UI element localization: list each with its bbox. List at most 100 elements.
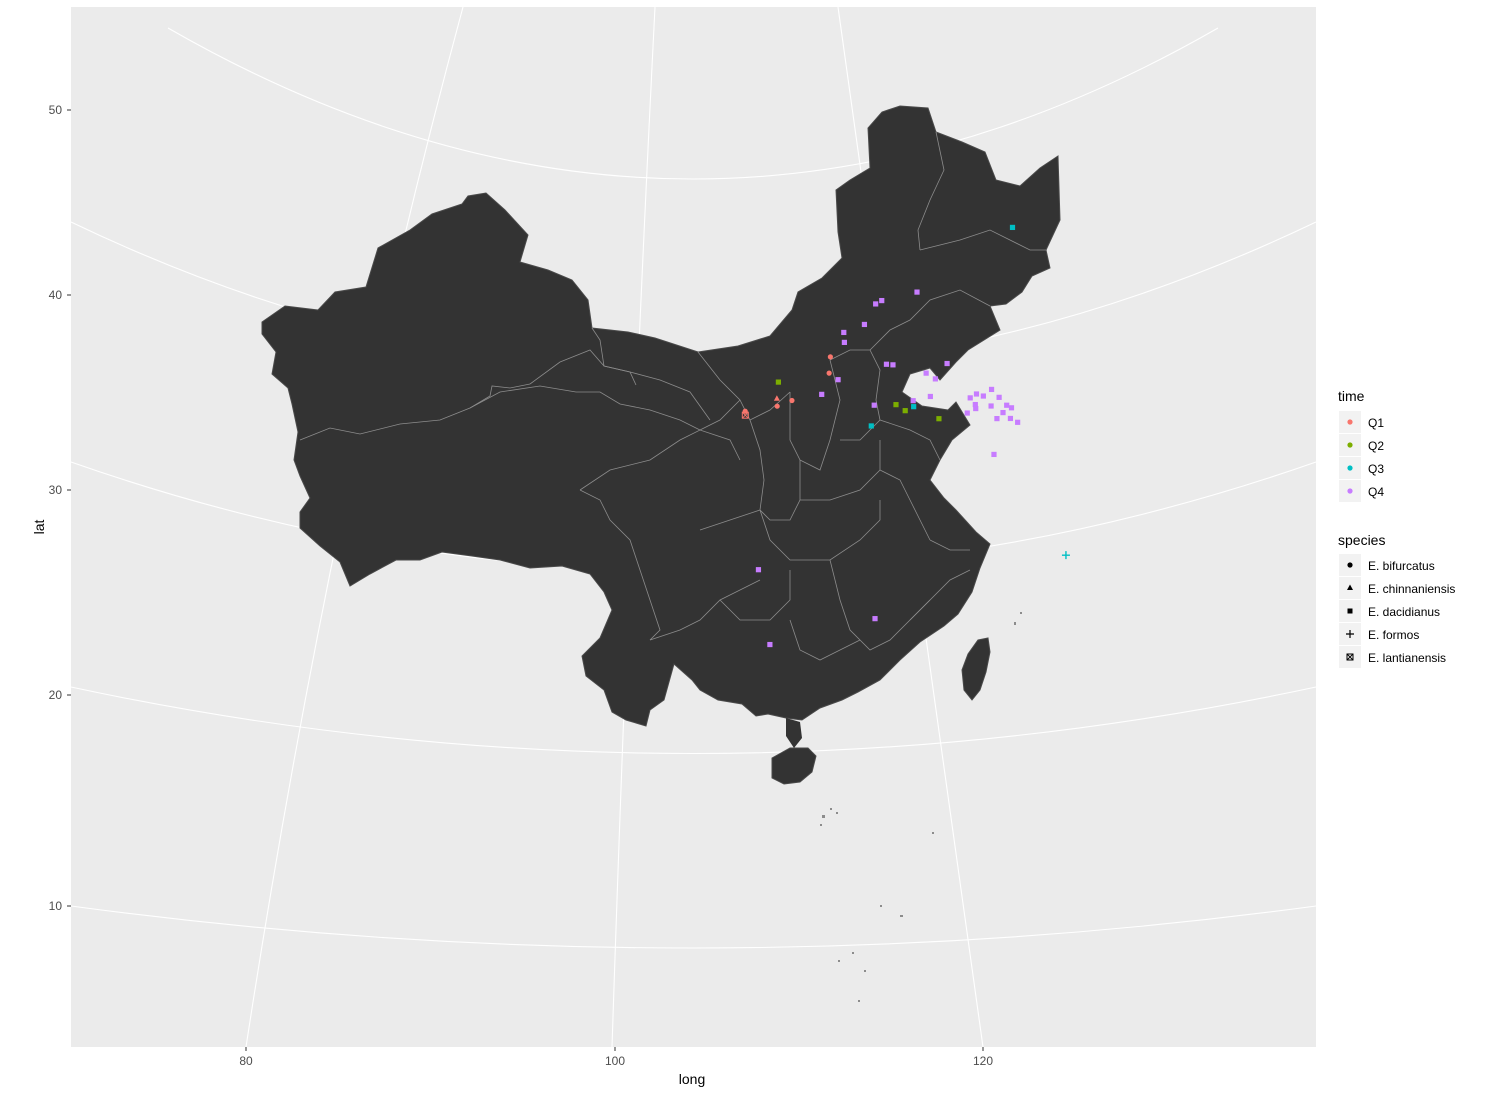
data-point-q4-square [883,361,890,367]
y-tick-label: 30 [49,483,63,497]
legend-label-lantianensis: E. lantianensis [1368,651,1446,665]
data-point-q4-square [879,297,885,304]
data-point-q2-square [936,416,942,422]
border-shanxi [799,359,841,471]
data-point-q2-square [775,379,782,385]
data-point-q3-square [1009,224,1016,231]
legend-time: time Q1 Q2 Q3 Q4 [1338,388,1384,502]
leizhou-polygon [786,718,802,748]
legend-label-q4: Q4 [1368,485,1384,499]
data-point-q4-square [890,362,896,368]
data-point-q1-triangle [773,395,780,401]
border-heilongjiang-nm [917,131,945,251]
x-tick-label: 100 [605,1054,625,1068]
data-point-q4-square [991,451,997,458]
data-point-q4-square [1008,405,1015,411]
border-tibet-sichuan [579,489,661,641]
legend-key-q3 [1339,457,1361,479]
border-qinghai-gansu [529,349,711,421]
data-point-q3-square [868,423,874,429]
x-axis-title: long [679,1071,705,1087]
border-guizhou [719,570,791,621]
data-point-q4-square [841,329,847,336]
data-point-q4-square [871,402,877,408]
legend-key-q1 [1339,411,1361,433]
y-tick-label: 20 [49,688,63,702]
border-xinjiang-tibet [299,383,531,441]
data-point-q4-square [972,401,978,408]
graticule-lat-20 [70,686,1317,755]
legend-key-lantianensis [1339,646,1361,668]
y-axis: 50 40 30 20 10 lat [31,103,71,913]
data-point-q4-square [1000,409,1006,416]
data-point-q3-plus [1061,551,1070,560]
data-point-q4-square [988,386,995,393]
legend-label-q3: Q3 [1368,462,1384,476]
data-point-q2-square [902,408,908,414]
border-guangxi-guangdong [789,619,861,661]
legend-key-q4 [1339,480,1361,502]
border-hebei [829,349,881,441]
data-point-q4-square [994,416,1000,422]
legend-species-title: species [1338,532,1385,548]
data-point-q4-square [988,403,994,409]
legend-key-formos [1339,623,1361,645]
border-zhejiang [929,539,970,551]
data-point-q4-square [819,391,825,397]
data-point-q4-square [873,301,879,307]
graticule-lat-10 [70,905,1317,949]
data-point-q3-square [911,404,917,410]
border-fujian [909,569,971,621]
border-nm-liaoning [869,289,991,351]
x-tick-label: 80 [239,1054,253,1068]
graticule-lat-50 [167,27,1219,180]
legend-label-dacidianus: E. dacidianus [1368,605,1440,619]
data-point-q4-square [932,376,938,382]
data-point-q4-square [927,393,933,400]
border-heilongjiang-jilin [919,229,1046,251]
data-point-q4-square [872,616,878,622]
border-nm-central [699,399,741,431]
y-axis-title: lat [31,520,47,535]
legend-key-q2 [1339,434,1361,456]
data-point-q4-square [841,339,847,345]
legend-label-q2: Q2 [1368,439,1384,453]
data-point-q4-square [964,410,970,416]
data-point-q4-square [996,394,1002,400]
data-point-q4-square [767,641,773,648]
hainan-polygon [771,747,817,785]
legend-key-dacidianus [1339,600,1361,622]
data-point-q4-square [944,360,950,367]
data-points [741,224,1070,648]
border-shaanxi [749,392,801,521]
border-jiangsu-anhui [879,469,931,541]
data-point-q4-square [1007,415,1014,422]
data-point-q4-square [973,391,980,397]
data-point-q4-square [861,321,868,328]
data-point-q4-square [755,567,762,573]
province-borders [299,131,1046,661]
border-henan [800,440,881,501]
data-point-q4-square [923,370,929,376]
legend-time-title: time [1338,388,1365,404]
border-tibet-qinghai [469,385,701,431]
border-yunnan [649,579,761,641]
legend-key-bifurcatus [1339,554,1361,576]
x-axis: 80 100 120 long [239,1047,993,1087]
legend-label-chinnaniensis: E. chinnaniensis [1368,582,1455,596]
data-point-q1-boxx [741,411,749,419]
data-point-q1-circle [774,403,780,409]
data-point-q1-circle [789,397,795,404]
legend-label-q1: Q1 [1368,416,1384,430]
y-tick-label: 40 [49,288,63,302]
data-point-q4-square [914,289,920,295]
data-point-q2-square [893,402,899,408]
legend-key-chinnaniensis [1339,577,1361,599]
data-point-q4-square [835,377,841,383]
data-point-q4-square [1015,419,1021,425]
border-qinghai-sichuan [579,429,741,491]
legend-label-bifurcatus: E. bifurcatus [1368,559,1435,573]
data-point-q4-square [973,405,979,412]
islands [820,612,1022,1002]
